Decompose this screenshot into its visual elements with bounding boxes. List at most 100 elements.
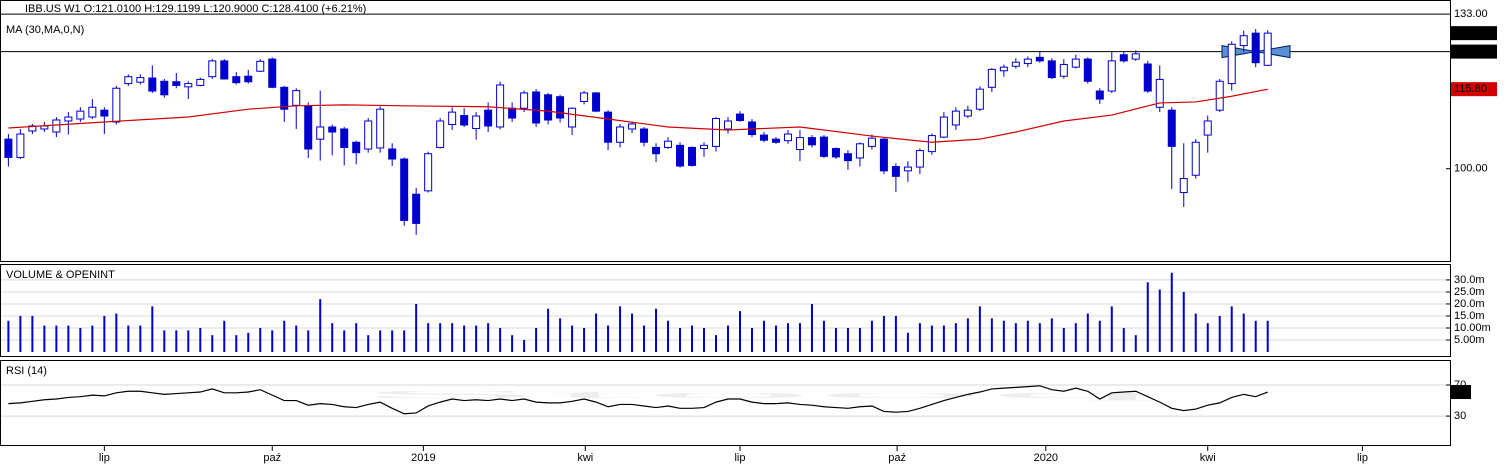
- candle-body: [879, 138, 888, 172]
- volume-bar: [691, 325, 694, 352]
- volume-bar: [523, 339, 526, 352]
- volume-bar: [798, 323, 801, 352]
- candle-body: [1143, 63, 1152, 92]
- volume-bar: [175, 330, 178, 352]
- candle-body: [64, 116, 73, 122]
- candle-body: [628, 123, 637, 130]
- candle-body: [268, 58, 277, 88]
- volume-bar: [379, 330, 382, 352]
- candle-body: [1083, 58, 1092, 82]
- y-tick-label: 10.00m: [1454, 322, 1491, 334]
- volume-bar: [247, 332, 250, 352]
- hline-label-box: [1451, 44, 1497, 59]
- candle-body: [352, 141, 361, 154]
- candle-body: [220, 60, 229, 80]
- volume-bar: [966, 318, 969, 352]
- candle-body: [4, 138, 13, 158]
- volume-bar: [1050, 318, 1053, 352]
- candle-body: [843, 153, 852, 162]
- candle-body: [256, 60, 265, 72]
- volume-bar: [1206, 323, 1209, 352]
- candle-body: [1011, 61, 1020, 67]
- watermark: Stooq: [355, 389, 1175, 401]
- candle-body: [556, 96, 565, 119]
- candle-body: [472, 115, 481, 129]
- candle-body: [712, 118, 721, 147]
- volume-bar: [583, 327, 586, 352]
- candle-body: [148, 77, 157, 92]
- price-label-box: [1451, 82, 1497, 97]
- candle-body: [1023, 58, 1032, 65]
- x-tick-label: 2020: [1034, 452, 1058, 464]
- volume-bar: [954, 323, 957, 352]
- volume-bar: [1014, 323, 1017, 352]
- candle-body: [1203, 120, 1212, 136]
- volume-bar: [858, 327, 861, 352]
- candle-body: [124, 76, 133, 85]
- volume-bar: [619, 306, 622, 352]
- volume-bar: [283, 320, 286, 352]
- volume-bar: [67, 325, 70, 352]
- candle-body: [1155, 78, 1164, 108]
- x-tick-label: 2019: [411, 452, 435, 464]
- volume-bar: [547, 308, 550, 352]
- price-label: 115.80: [1454, 83, 1487, 95]
- volume-bar: [726, 325, 729, 352]
- volume-bar: [1158, 289, 1161, 352]
- volume-bar: [655, 308, 658, 352]
- volume-bar: [79, 327, 82, 352]
- x-tick-label: paź: [263, 452, 281, 464]
- volume-bar: [870, 320, 873, 352]
- price-label-box: [1451, 26, 1497, 41]
- candle-body: [963, 109, 972, 117]
- candle-body: [891, 166, 900, 177]
- candle-body: [52, 119, 61, 133]
- volume-bar: [211, 335, 214, 352]
- volume-bar: [906, 332, 909, 352]
- candle-body: [16, 133, 25, 158]
- volume-bar: [499, 327, 502, 352]
- main-panel-frame: [0, 0, 1451, 262]
- candle-body: [100, 109, 109, 117]
- candle-body: [1059, 63, 1068, 77]
- volume-bar: [43, 325, 46, 352]
- candle-body: [448, 111, 457, 125]
- volume-bar: [1134, 335, 1137, 352]
- x-tick-label: lip: [99, 452, 110, 464]
- volume-bar: [1266, 320, 1269, 352]
- candle-body: [1071, 58, 1080, 68]
- volume-bar: [978, 306, 981, 352]
- candle-body: [1107, 60, 1116, 92]
- volume-bar: [91, 325, 94, 352]
- volume-bar: [115, 313, 118, 352]
- volume-bar: [1098, 320, 1101, 352]
- x-tick-label: lip: [734, 452, 745, 464]
- candle-body: [975, 88, 984, 110]
- volume-bar: [631, 313, 634, 352]
- candle-body: [244, 75, 253, 83]
- volume-bar: [295, 325, 298, 352]
- volume-bar: [271, 330, 274, 352]
- volume-bar: [319, 299, 322, 352]
- candle-body: [76, 110, 85, 120]
- candle-body: [160, 80, 169, 96]
- candle-body: [915, 150, 924, 168]
- candle-body: [592, 92, 601, 112]
- volume-bar: [235, 335, 238, 352]
- candle-body: [1227, 43, 1236, 85]
- volume-bar: [535, 327, 538, 352]
- volume-bar: [990, 318, 993, 352]
- hline-label: 124.11: [1454, 46, 1487, 58]
- candle-body: [436, 120, 445, 148]
- candle-body: [340, 128, 349, 148]
- y-tick-label: 100.00: [1454, 163, 1488, 175]
- volume-bar: [223, 320, 226, 352]
- volume-bar: [403, 330, 406, 352]
- volume-bar: [738, 311, 741, 352]
- volume-bar: [810, 303, 813, 352]
- volume-bar: [1182, 291, 1185, 352]
- candle-body: [1131, 53, 1140, 60]
- volume-bar: [259, 327, 262, 352]
- volume-bar: [487, 323, 490, 352]
